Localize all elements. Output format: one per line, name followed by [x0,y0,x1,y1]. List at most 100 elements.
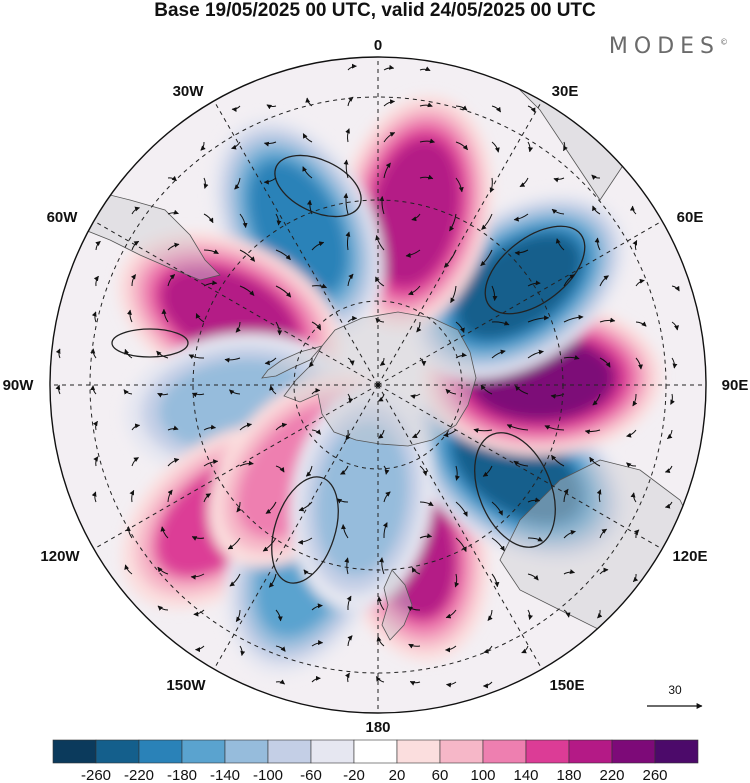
wind-arrow [551,454,565,467]
wind-arrow [239,285,255,296]
brand-mark: © [720,37,728,47]
lon-label-0: 0 [374,37,382,54]
wind-arrow [630,492,637,503]
wind-arrow [527,280,541,287]
colorbar-tick-label: 100 [470,767,495,783]
colorbar-swatch [353,739,398,764]
wind-arrow [303,569,313,575]
wind-arrow [445,388,457,395]
wind-arrow [521,645,529,654]
wind-arrow [275,465,285,473]
meridian-line [377,384,663,550]
wind-arrow [203,177,209,189]
antarctic-peninsula [261,345,324,379]
wind-arrow [344,557,350,575]
colorbar-tick-label: -100 [253,767,283,783]
wind-arrow [305,97,313,107]
wind-arrow [527,573,539,581]
anomaly-field [117,95,662,676]
wind-arrow [671,357,678,369]
wind-arrow [91,491,97,503]
wind-arrow [203,213,214,224]
wind-arrow [491,320,510,326]
wind-arrow [131,457,139,467]
wind-arrow [671,321,679,331]
wind-arrow [419,357,427,367]
wind-arrow [347,63,357,71]
wind-arrow [489,177,495,193]
wind-arrow [345,429,351,441]
contour-line [111,328,189,358]
wind-arrow [632,240,638,251]
wind-arrow [262,537,277,552]
colorbar-tick-label: 220 [599,767,624,783]
wind-arrow [157,566,169,575]
wind-arrow [450,285,457,304]
wind-arrow [599,357,611,368]
wind-arrow [311,387,321,395]
lon-label-120w: 120W [40,548,80,565]
wind-arrow [347,273,354,287]
wind-arrow [455,465,460,481]
wind-arrow [161,308,169,323]
wind-arrow [482,681,493,689]
wind-arrow [167,242,180,251]
colorbar-swatch [568,739,613,764]
wind-arrow [383,465,390,475]
wind-arrow [156,350,169,359]
wind-arrow [629,205,637,215]
south-america-land [59,189,221,281]
wind-arrow [375,317,385,324]
wind-arrow [311,241,325,251]
wind-arrow [455,105,468,111]
colorbar-tick-label: 20 [389,767,406,783]
wind-arrow [93,275,99,287]
wind-arrow [519,177,529,188]
wind-arrow [231,105,241,112]
meridian-line [213,100,379,386]
wind-arrow [376,596,385,611]
wind-arrow [239,422,252,431]
wind-arrow [626,462,637,468]
wind-arrow [376,636,385,647]
wind-arrow [91,311,97,323]
wind-arrow [347,393,354,404]
wind-arrow [124,348,133,359]
wind-arrow [311,675,321,683]
wind-arrow [632,573,639,583]
lon-label-90w: 90W [3,377,35,394]
wind-arrow [306,199,313,215]
wind-arrow [383,64,395,71]
wind-arrow [407,606,421,612]
brand-text: MODES [608,34,720,59]
wind-arrow [455,141,468,151]
wind-arrow [157,392,169,398]
wind-arrow [527,349,544,359]
wind-arrow [347,635,353,647]
wind-arrow [563,274,575,287]
colorbar-tick-label: -60 [300,767,322,783]
wind-arrow [449,213,457,232]
wind-arrow [160,526,169,539]
contour-line [274,154,362,218]
anomaly-cell [457,234,581,338]
wind-arrow [268,573,277,588]
wind-arrow [592,205,601,215]
wind-arrow [55,384,61,395]
lon-label-60w: 60W [47,209,79,226]
wind-arrow [633,529,640,539]
wind-arrow [375,676,385,683]
wind-arrow [311,640,324,647]
wind-arrow [473,428,493,433]
lon-label-30w: 30W [173,83,205,100]
wind-arrow [594,237,601,251]
wind-arrow [670,393,675,405]
meridian-line [377,384,543,670]
wind-arrow [383,491,391,503]
meridian-line [93,384,379,550]
wind-arrow [239,213,248,228]
wind-arrow [527,141,534,153]
wind-arrow [408,285,421,296]
wind-arrow [375,276,385,287]
colorbar-swatch [310,739,355,764]
